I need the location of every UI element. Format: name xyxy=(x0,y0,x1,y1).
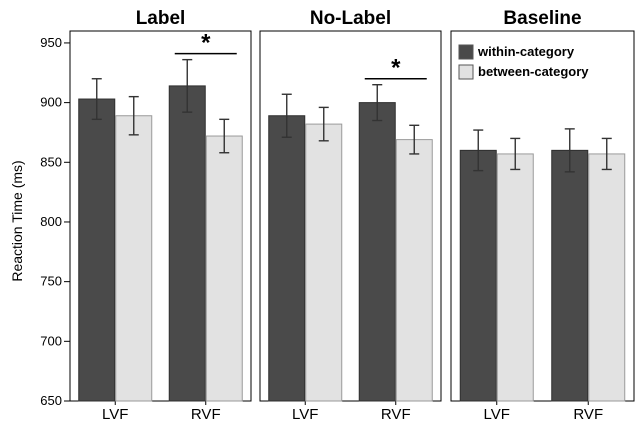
bar-between-category xyxy=(395,139,433,402)
bar-between-category xyxy=(305,123,343,402)
legend-label: within-category xyxy=(477,44,575,59)
x-category-label: LVF xyxy=(292,406,318,423)
y-axis-label: Reaction Time (ms) xyxy=(9,160,25,281)
legend-swatch xyxy=(458,44,474,60)
y-axis: 650 700 750 800 850 900 950 xyxy=(40,35,70,408)
bar-between-category xyxy=(205,135,243,402)
x-category-label: RVF xyxy=(191,406,221,423)
bar-within-category xyxy=(551,149,589,402)
panel-title: No-Label xyxy=(310,8,391,29)
bar-within-category xyxy=(268,115,306,402)
bar-between-category xyxy=(588,153,626,402)
bar-between-category xyxy=(496,153,534,402)
y-tick-label: 750 xyxy=(40,274,62,289)
significance-star: * xyxy=(391,55,401,82)
y-tick-label: 900 xyxy=(40,95,62,110)
y-tick-label: 950 xyxy=(40,35,62,50)
panel-frame xyxy=(450,30,635,402)
bar-between-category xyxy=(115,115,153,402)
panel-label: Label LVF RVF * xyxy=(69,8,252,423)
bar-within-category xyxy=(78,98,116,402)
x-category-label: LVF xyxy=(484,406,510,423)
panel-baseline: Baseline LVF RVF within-category between-cat… xyxy=(450,8,635,423)
bar-within-category xyxy=(168,85,206,402)
legend-swatch xyxy=(458,64,474,80)
legend-label: between-category xyxy=(478,64,589,79)
y-tick-label: 700 xyxy=(40,333,62,348)
y-tick-label: 850 xyxy=(40,154,62,169)
y-tick-label: 650 xyxy=(40,393,62,408)
panel-no-label: No-Label LVF RVF * xyxy=(259,8,442,423)
legend: within-category between-category xyxy=(458,44,589,80)
panel-frame xyxy=(259,30,442,402)
panels: Label LVF RVF * No-Label LVF RVF * Baseline LVF RV… xyxy=(69,8,635,423)
y-tick-label: 800 xyxy=(40,214,62,229)
x-category-label: LVF xyxy=(102,406,128,423)
bar-within-category xyxy=(358,102,396,402)
bar-within-category xyxy=(459,149,497,402)
significance-star: * xyxy=(201,30,211,57)
panel-title: Label xyxy=(136,8,186,29)
panel-frame xyxy=(69,30,252,402)
x-category-label: RVF xyxy=(381,406,411,423)
panel-title: Baseline xyxy=(503,8,581,29)
x-category-label: RVF xyxy=(573,406,603,423)
